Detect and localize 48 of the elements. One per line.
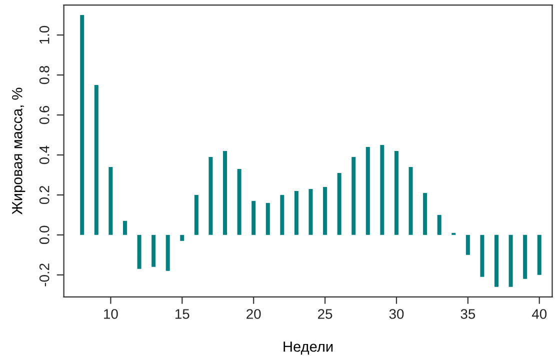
bar xyxy=(122,220,127,235)
bar xyxy=(323,186,328,235)
x-tick-label: 25 xyxy=(318,309,332,319)
bar xyxy=(108,166,113,235)
x-tick-label: 35 xyxy=(460,309,476,319)
bar xyxy=(137,234,142,269)
bar xyxy=(352,156,356,235)
y-tick-label: 0.4 xyxy=(39,146,50,164)
y-tick-label: 0.0 xyxy=(39,226,50,244)
bar xyxy=(508,234,513,287)
bar xyxy=(523,234,528,279)
y-tick-label: 0.8 xyxy=(39,66,50,84)
bar xyxy=(394,150,398,235)
bar xyxy=(166,234,170,271)
bar xyxy=(180,234,184,241)
x-axis-title: Недели xyxy=(284,342,333,355)
bar xyxy=(423,192,428,235)
bar xyxy=(437,214,442,235)
bar xyxy=(266,202,270,235)
bar xyxy=(466,234,470,255)
bar xyxy=(208,156,213,235)
y-axis-title: Жировая масса, % xyxy=(12,88,26,214)
bar xyxy=(194,194,198,235)
bar xyxy=(252,200,256,235)
y-tick-label: 1.0 xyxy=(39,26,50,44)
bar xyxy=(152,234,156,267)
bar xyxy=(380,144,384,235)
bar xyxy=(337,172,342,235)
bar xyxy=(408,166,413,235)
y-tick-label: 0.2 xyxy=(39,186,50,204)
bar xyxy=(494,234,498,287)
bar xyxy=(223,150,228,235)
y-tick-label: 0.6 xyxy=(39,106,50,124)
x-tick-label: 10 xyxy=(104,309,118,319)
y-tick-label: -0.2 xyxy=(39,264,50,286)
bar xyxy=(94,84,98,235)
bar xyxy=(237,168,242,235)
x-tick-label: 30 xyxy=(389,309,404,319)
bar xyxy=(366,146,370,235)
bar xyxy=(480,234,484,277)
bar xyxy=(294,190,298,235)
bar xyxy=(308,188,313,235)
x-tick-label: 40 xyxy=(532,309,547,319)
bar xyxy=(80,15,84,235)
x-tick-label: 15 xyxy=(175,309,190,319)
bar xyxy=(537,234,542,275)
x-tick-label: 20 xyxy=(246,309,261,319)
bar xyxy=(280,194,284,235)
